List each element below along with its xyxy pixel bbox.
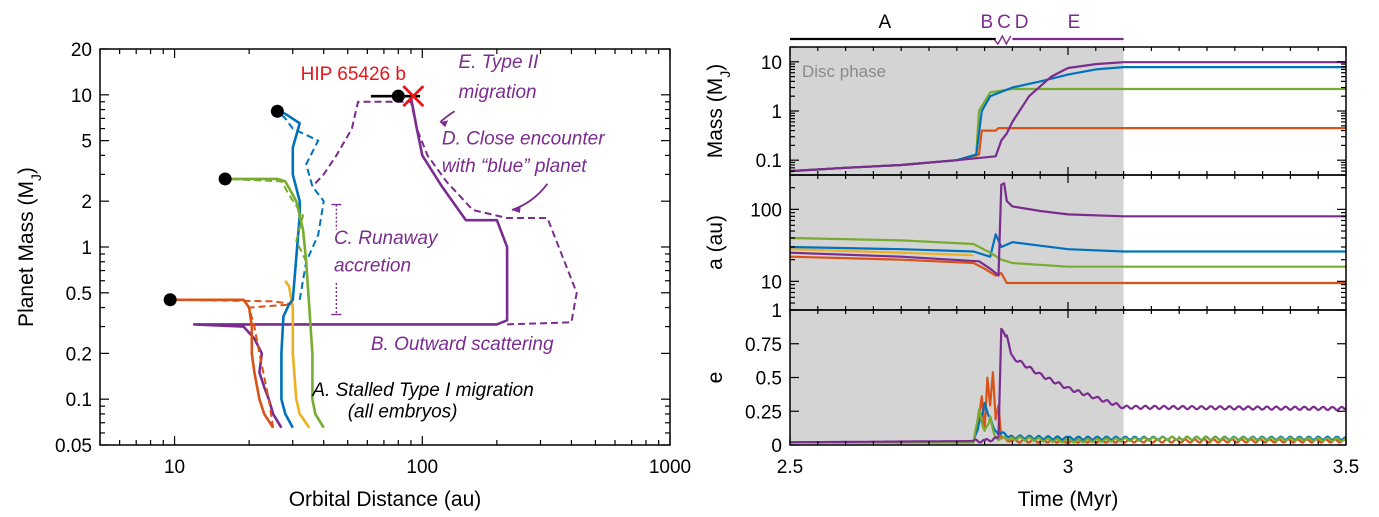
- y-tick-label: 2: [81, 192, 92, 213]
- phase-label-d: D: [1015, 12, 1029, 33]
- green-a-line: [790, 236, 1346, 268]
- y-axis-label: e: [704, 372, 727, 384]
- final-planet-point: [270, 104, 284, 118]
- y-tick-label: 10: [71, 86, 92, 107]
- y-tick-label: 0.5: [66, 284, 92, 305]
- purple-mass-line: [790, 61, 1346, 173]
- y-tick-label: 0.05: [55, 436, 92, 457]
- target-label: HIP 65426 b: [301, 64, 406, 85]
- purple-dashed-track: [311, 100, 578, 326]
- y-axis-label: Mass (MJ): [704, 64, 733, 159]
- mass-distance-plot: 10 100 1000 0.05 0.1 0.2 0.5 1 2 5 10 20 HIP 65426 b…: [15, 40, 691, 511]
- final-planet-point: [218, 172, 232, 186]
- green-solid-track: [225, 177, 325, 429]
- arrow-d: [511, 183, 549, 211]
- phase-label-e: E: [1068, 12, 1081, 33]
- x-tick-label: 3: [1063, 457, 1074, 478]
- yellow-solid-track: [284, 280, 311, 429]
- annotation: D. Close encounter: [442, 129, 605, 150]
- mass-series: [790, 61, 1346, 173]
- annotation: accretion: [334, 256, 411, 277]
- final-planet-point: [163, 293, 177, 307]
- green-dashed-track: [225, 177, 308, 263]
- arrow-e: [439, 110, 456, 123]
- phase-label-c: C: [997, 12, 1011, 33]
- final-planet-point: [391, 89, 405, 103]
- x-tick-label: 2.5: [777, 457, 803, 478]
- y-tick-label: 0.1: [66, 390, 92, 411]
- y-tick-label: 10: [761, 53, 782, 74]
- x-tick-label: 10: [164, 457, 185, 478]
- e-panel: 0 0.25 0.5 0.75 1 e: [704, 301, 1347, 457]
- x-tick-label: 100: [406, 457, 438, 478]
- y-tick-label: 0.2: [66, 344, 92, 365]
- purple-e-line: [790, 327, 1346, 444]
- x-axis-label: Time (Myr): [1018, 488, 1119, 511]
- arrowhead-e: [440, 120, 449, 128]
- y-tick-label: 1: [771, 102, 782, 123]
- phase-bcd-marks: [994, 34, 1012, 46]
- annotation: E. Type II: [458, 52, 539, 73]
- y-tick-label: 10: [761, 272, 782, 293]
- y-tick-label: 0.1: [756, 151, 782, 172]
- disc-phase-region: [790, 47, 1124, 445]
- mass-panel: 0.1 1 10 Mass (MJ): [704, 46, 1347, 176]
- y-axis-label: Planet Mass (MJ): [15, 167, 44, 327]
- a-series: [790, 182, 1346, 285]
- y-tick-label: 0.75: [745, 335, 782, 356]
- x-tick-label: 1000: [649, 457, 691, 478]
- blue-dashed-track: [276, 110, 325, 300]
- annotation: migration: [458, 82, 536, 103]
- y-tick-label: 0.5: [756, 369, 782, 390]
- blue-solid-track: [276, 109, 301, 429]
- phase-label-b: B: [980, 12, 993, 33]
- arrowhead-d: [511, 205, 521, 214]
- time-evolution-plots: Disc phase 0.1 1 10 Mass (MJ) 10 100 a (au) 0 0.2…: [704, 12, 1359, 511]
- plot-frame: [99, 48, 671, 446]
- annotation: A. Stalled Type I migration: [311, 380, 533, 401]
- y-tick-label: 1: [81, 238, 92, 259]
- purple-a-line: [790, 182, 1346, 277]
- purple-solid-track: [192, 97, 509, 429]
- x-tick-label: 3.5: [1333, 457, 1359, 478]
- y-tick-label: 100: [750, 200, 782, 221]
- annotation: (all embryos): [348, 401, 458, 422]
- y-tick-label: 0.25: [745, 402, 782, 423]
- y-tick-label: 1: [771, 301, 782, 322]
- disc-phase-label: Disc phase: [802, 62, 886, 81]
- y-tick-label: 5: [81, 132, 92, 153]
- x-axis-label: Orbital Distance (au): [289, 488, 482, 511]
- red-solid-track: [170, 298, 275, 429]
- annotation: C. Runaway: [334, 228, 439, 249]
- y-tick-label: 20: [71, 40, 92, 61]
- y-tick-label: 0: [771, 436, 782, 457]
- yellow-a-line: [790, 248, 974, 257]
- annotation: B. Outward scattering: [371, 334, 554, 355]
- annotation: with “blue” planet: [442, 156, 587, 177]
- red-dashed-track: [170, 298, 294, 428]
- target-x-marker: [402, 85, 425, 108]
- phase-label-a: A: [879, 12, 892, 33]
- y-axis-label: a (au): [704, 215, 727, 270]
- red-a-line: [790, 255, 1346, 285]
- panel-frame: [789, 309, 1347, 446]
